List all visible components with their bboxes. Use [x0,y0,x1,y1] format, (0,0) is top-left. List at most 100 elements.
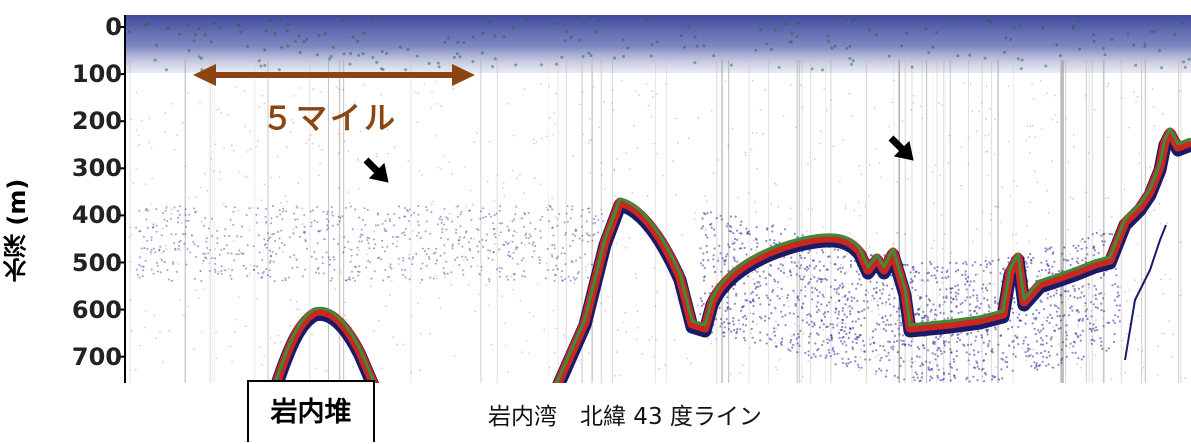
scatter-dot [280,45,284,49]
scatter-dot [315,367,317,370]
scatter-dot [754,287,757,290]
scatter-dot [739,232,742,235]
scatter-dot [939,174,942,177]
scatter-dot [737,197,739,199]
scatter-dot [1074,332,1077,335]
scatter-dot [885,369,888,372]
scatter-dot [967,162,970,165]
scatter-dot [857,336,860,339]
scatter-dot [899,364,902,368]
scatter-dot [1041,323,1044,327]
scatter-dot [881,292,884,295]
scatter-dot [841,342,844,345]
scatter-dot [453,55,456,59]
scatter-dot [174,247,176,250]
scatter-dot [787,300,790,302]
scatter-dot [1009,319,1012,322]
scatter-dot [1011,340,1014,343]
scatter-dot [450,284,453,286]
scatter-dot [987,174,989,177]
scatter-dot [427,247,430,250]
scatter-dot [988,108,991,110]
scatter-dot [746,231,749,234]
scatter-dot [546,208,549,211]
scatter-dot [911,361,914,364]
scatter-dot [875,291,878,294]
scatter-dot [139,344,141,347]
scatter-dot [462,273,465,276]
scatter-dot [695,44,699,48]
scatter-dot [309,210,312,213]
scatter-dot [523,88,526,90]
scatter-dot [1077,244,1080,247]
scatter-dot [1163,332,1165,335]
scatter-dot [516,177,518,179]
scatter-dot [529,235,532,238]
scatter-dot [701,264,704,267]
scatter-dot [273,32,277,36]
scatter-dot [197,27,201,31]
y-tick-label: 200 [71,107,122,136]
scatter-dot [419,369,422,371]
scatter-dot [834,301,837,304]
scatter-dot [822,295,825,298]
scatter-dot [1159,223,1162,225]
scatter-dot [214,143,217,145]
scatter-dot [965,351,968,354]
scatter-dot [629,168,631,170]
scatter-dot [1096,298,1099,301]
scatter-dot [739,328,742,331]
scatter-dot [345,206,348,209]
scatter-dot [750,148,753,151]
scatter-dot [808,281,811,284]
scatter-dot [634,272,637,275]
scatter-dot [146,209,149,212]
scatter-dot [1088,327,1091,330]
scatter-dot [993,283,995,285]
scatter-dot [410,371,413,374]
scatter-dot [488,304,491,307]
scatter-dot [789,217,792,220]
scatter-dot [1138,152,1141,155]
scatter-dot [192,39,196,43]
scatter-dot [1178,90,1181,92]
scatter-dot [813,276,816,279]
scatter-dot [928,379,932,382]
scatter-dot [907,343,911,346]
scatter-dot [694,218,696,221]
scatter-dot [960,146,962,148]
scatter-dot [244,175,246,177]
scatter-dot [813,322,816,325]
scatter-dot [270,222,273,225]
scatter-dot [954,291,958,294]
scatter-dot [887,340,890,343]
scatter-dot [826,34,830,38]
scatter-dot [498,209,501,212]
scatter-dot [1076,334,1079,338]
scatter-dot [569,279,572,282]
scatter-dot [600,302,603,305]
scatter-dot [844,19,847,22]
scatter-dot [424,250,426,253]
scatter-dot [1152,106,1155,108]
scatter-dot [424,230,427,233]
scatter-dot [1081,319,1084,322]
scatter-dot [345,279,348,282]
scatter-dot [376,156,378,158]
scatter-dot [617,328,619,331]
scatter-dot [964,299,967,302]
scatter-dot [263,238,266,241]
scatter-dot [769,244,772,247]
scatter-dot [650,43,654,46]
scatter-dot [136,145,139,147]
scatter-dot [1049,338,1052,341]
scatter-dot [555,264,557,267]
scatter-dot [984,286,987,290]
scatter-dot [816,349,819,352]
scatter-dot [1032,348,1035,351]
scatter-dot [430,107,432,109]
scatter-dot [912,268,915,271]
scatter-dot [851,283,854,286]
scatter-dot [770,312,773,315]
scatter-dot [765,42,769,46]
